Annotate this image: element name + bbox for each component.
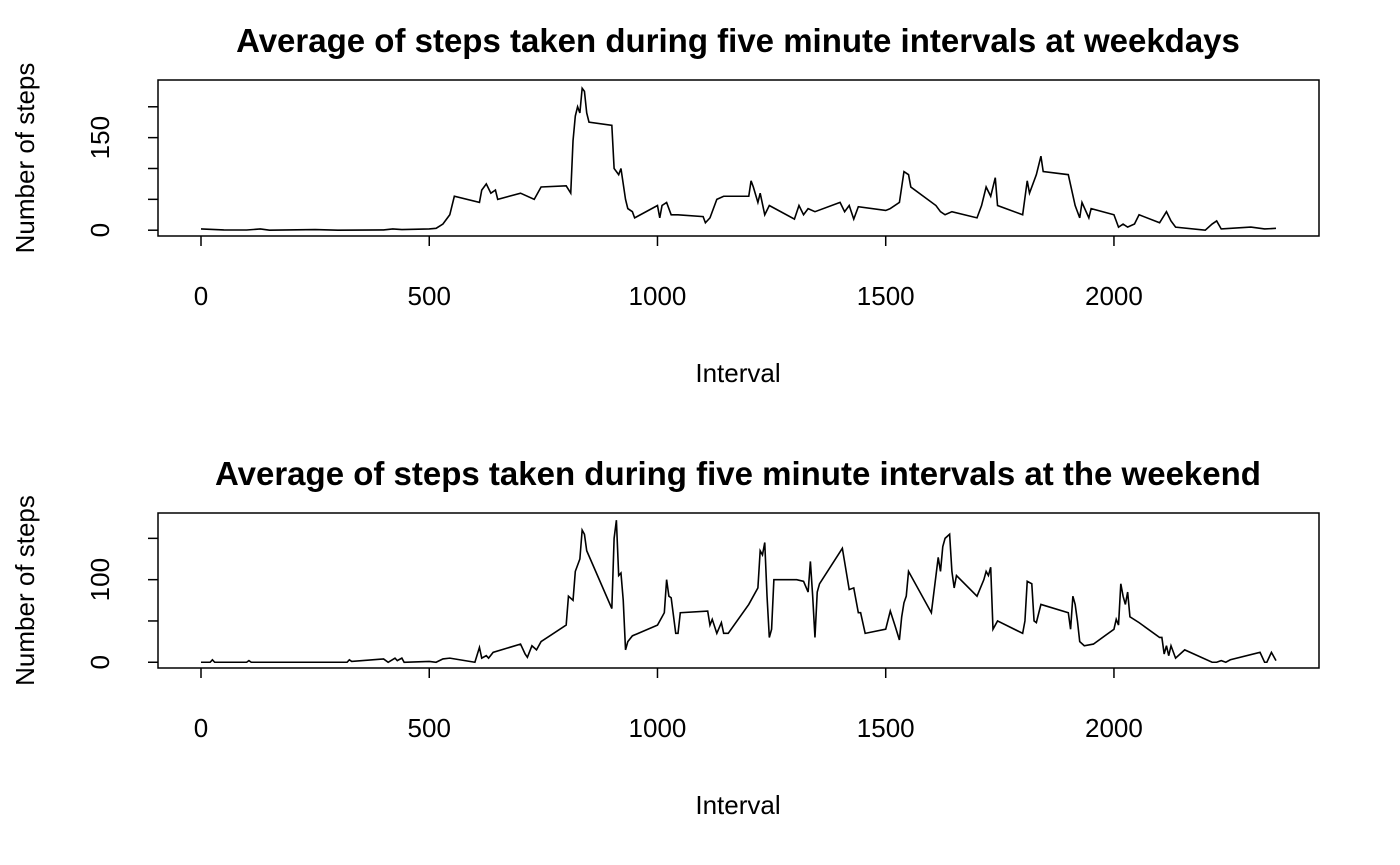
data-line — [200, 86, 1277, 232]
x-tick-label: 1000 — [629, 713, 687, 743]
x-tick-label: 0 — [194, 713, 208, 743]
y-tick-label: 100 — [85, 558, 115, 601]
panel: Average of steps taken during five minut… — [10, 455, 1320, 820]
x-tick-label: 500 — [408, 281, 451, 311]
x-tick-label: 0 — [194, 281, 208, 311]
y-axis-label: Number of steps — [10, 495, 40, 686]
x-tick-label: 1000 — [629, 281, 687, 311]
x-axis-label: Interval — [695, 790, 780, 820]
chart-title: Average of steps taken during five minut… — [215, 455, 1261, 492]
y-axis-label: Number of steps — [10, 63, 40, 254]
y-tick-label: 0 — [85, 655, 115, 669]
x-tick-label: 1500 — [857, 713, 915, 743]
data-line — [201, 520, 1277, 664]
x-tick-label: 2000 — [1085, 713, 1143, 743]
y-tick-label: 0 — [85, 223, 115, 237]
panel: Average of steps taken during five minut… — [10, 22, 1320, 388]
plot-box — [157, 512, 1320, 669]
x-tick-label: 2000 — [1085, 281, 1143, 311]
x-axis-label: Interval — [695, 358, 780, 388]
y-tick-label: 150 — [85, 116, 115, 159]
plot-box — [157, 79, 1320, 237]
chart-title: Average of steps taken during five minut… — [236, 22, 1240, 59]
x-tick-label: 500 — [408, 713, 451, 743]
x-tick-label: 1500 — [857, 281, 915, 311]
